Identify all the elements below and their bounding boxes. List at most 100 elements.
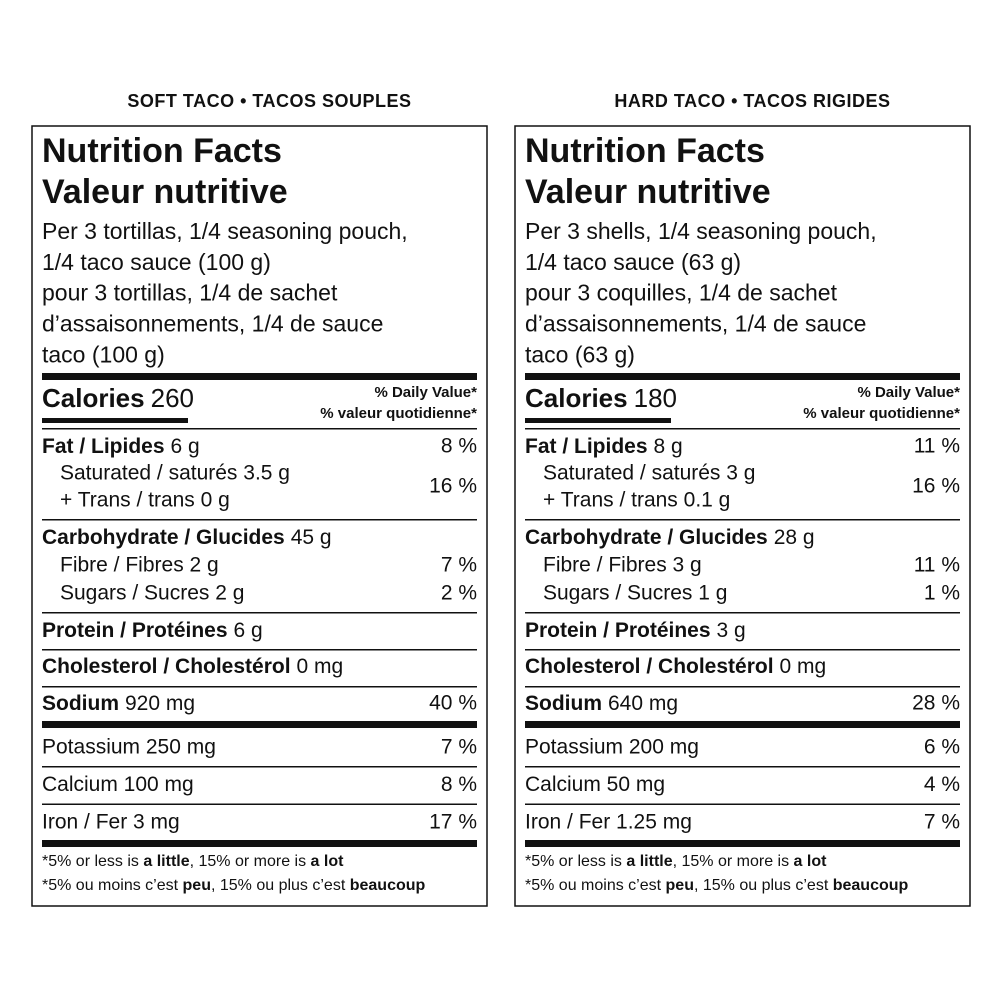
label-heading: SOFT TACO • TACOS SOUPLES bbox=[127, 91, 411, 111]
protein: Protein / Protéines 6 g bbox=[42, 619, 263, 642]
cholesterol: Cholesterol / Cholestérol 0 mg bbox=[42, 655, 343, 678]
nutrient-amount: 640 mg bbox=[608, 692, 678, 715]
carbohydrate: Carbohydrate / Glucides 28 g bbox=[525, 526, 815, 549]
protein: Protein / Protéines 3 g bbox=[525, 619, 746, 642]
nutrient-amount: 45 g bbox=[291, 526, 332, 549]
serving-size: Per 3 shells, 1/4 seasoning pouch, bbox=[525, 218, 877, 244]
daily-value: 1 % bbox=[924, 582, 960, 605]
serving-size: d’assaisonnements, 1/4 de sauce bbox=[525, 310, 866, 336]
nutrient-amount: 6 g bbox=[234, 619, 263, 642]
mineral: Iron / Fer 3 mg bbox=[42, 811, 180, 834]
mineral: Iron / Fer 1.25 mg bbox=[525, 811, 692, 834]
nutrient-amount: 260 bbox=[151, 383, 194, 413]
footnote-part: peu bbox=[666, 877, 694, 894]
sub-nutrient: + Trans / trans 0 g bbox=[60, 489, 230, 512]
footnote-part: *5% or less is bbox=[42, 853, 143, 870]
footnote-part: , 15% or more is bbox=[673, 853, 794, 870]
label-heading: HARD TACO • TACOS RIGIDES bbox=[614, 91, 890, 111]
rule bbox=[525, 428, 960, 430]
rule bbox=[525, 840, 960, 847]
nutrient-amount: 180 bbox=[634, 383, 677, 413]
rule bbox=[525, 373, 960, 380]
rule bbox=[525, 418, 671, 423]
calories: Calories 180 bbox=[525, 383, 677, 413]
daily-value: 7 % bbox=[441, 554, 477, 577]
serving-size: pour 3 tortillas, 1/4 de sachet bbox=[42, 280, 338, 306]
nutrient-amount: 28 g bbox=[774, 526, 815, 549]
rule bbox=[42, 373, 477, 380]
nutrient-name: Calories bbox=[42, 383, 145, 413]
label-title: Valeur nutritive bbox=[525, 173, 771, 211]
serving-size: 1/4 taco sauce (100 g) bbox=[42, 249, 271, 275]
sub-nutrient: Fibre / Fibres 3 g bbox=[543, 554, 702, 577]
footnote-part: *5% or less is bbox=[525, 853, 626, 870]
mineral: Potassium 200 mg bbox=[525, 736, 699, 759]
footnote-part: , 15% ou plus c’est bbox=[694, 877, 833, 894]
daily-value: 11 % bbox=[914, 435, 960, 458]
footnote-part: beaucoup bbox=[833, 877, 909, 894]
daily-value: 8 % bbox=[441, 773, 477, 796]
cholesterol: Cholesterol / Cholestérol 0 mg bbox=[525, 655, 826, 678]
nutrient-amount: 3 g bbox=[717, 619, 746, 642]
mineral: Calcium 100 mg bbox=[42, 773, 194, 796]
rule bbox=[42, 612, 477, 614]
daily-value: 7 % bbox=[441, 736, 477, 759]
rule bbox=[42, 721, 477, 728]
daily-value: 28 % bbox=[912, 692, 960, 715]
nutrient-name: Sodium bbox=[525, 692, 602, 715]
sub-nutrient: Saturated / saturés 3.5 g bbox=[60, 462, 290, 485]
nutrient-amount: 920 mg bbox=[125, 692, 195, 715]
daily-value: 16 % bbox=[912, 475, 960, 498]
footnote-part: *5% ou moins c’est bbox=[42, 877, 183, 894]
rule bbox=[42, 840, 477, 847]
rule bbox=[525, 649, 960, 651]
nutrient-amount: 0 mg bbox=[297, 655, 344, 678]
rule bbox=[42, 803, 477, 805]
label-box bbox=[31, 125, 488, 907]
footnote-part: a lot bbox=[311, 853, 345, 870]
rule bbox=[525, 686, 960, 688]
rule bbox=[525, 721, 960, 728]
footnote-part: a lot bbox=[794, 853, 828, 870]
serving-size: taco (100 g) bbox=[42, 341, 165, 367]
footnote-part: a little bbox=[626, 853, 672, 870]
daily-value: 7 % bbox=[924, 811, 960, 834]
daily-value: 2 % bbox=[441, 582, 477, 605]
nutrient-name: Cholesterol / Cholestérol bbox=[525, 655, 774, 678]
sodium: Sodium 920 mg bbox=[42, 692, 195, 715]
footnote: *5% or less is a little, 15% or more is … bbox=[42, 853, 344, 870]
rule bbox=[525, 766, 960, 768]
rule bbox=[525, 803, 960, 805]
label-title: Nutrition Facts bbox=[42, 132, 282, 170]
calories: Calories 260 bbox=[42, 383, 194, 413]
mineral: Potassium 250 mg bbox=[42, 736, 216, 759]
serving-size: pour 3 coquilles, 1/4 de sachet bbox=[525, 280, 838, 306]
mineral: Calcium 50 mg bbox=[525, 773, 665, 796]
daily-value: 11 % bbox=[914, 554, 960, 577]
label-title: Valeur nutritive bbox=[42, 173, 288, 211]
sub-nutrient: Sugars / Sucres 2 g bbox=[60, 582, 244, 605]
label-box bbox=[514, 125, 971, 907]
label-title: Nutrition Facts bbox=[525, 132, 765, 170]
daily-value-header: % Daily Value* bbox=[857, 384, 960, 401]
rule bbox=[525, 519, 960, 521]
daily-value-header: % valeur quotidienne* bbox=[320, 405, 477, 422]
serving-size: Per 3 tortillas, 1/4 seasoning pouch, bbox=[42, 218, 408, 244]
nutrient-name: Cholesterol / Cholestérol bbox=[42, 655, 291, 678]
sub-nutrient: Fibre / Fibres 2 g bbox=[60, 554, 219, 577]
daily-value: 4 % bbox=[924, 773, 960, 796]
nutrient-amount: 0 mg bbox=[780, 655, 827, 678]
daily-value-header: % Daily Value* bbox=[374, 384, 477, 401]
footnote-part: *5% ou moins c’est bbox=[525, 877, 666, 894]
footnote: *5% or less is a little, 15% or more is … bbox=[525, 853, 827, 870]
rule bbox=[525, 612, 960, 614]
daily-value-header: % valeur quotidienne* bbox=[803, 405, 960, 422]
nutrient-name: Calories bbox=[525, 383, 628, 413]
rule bbox=[42, 428, 477, 430]
nutrient-name: Carbohydrate / Glucides bbox=[42, 526, 285, 549]
nutrient-amount: 6 g bbox=[171, 435, 200, 458]
rule bbox=[42, 686, 477, 688]
rule bbox=[42, 649, 477, 651]
nutrient-name: Protein / Protéines bbox=[42, 619, 228, 642]
